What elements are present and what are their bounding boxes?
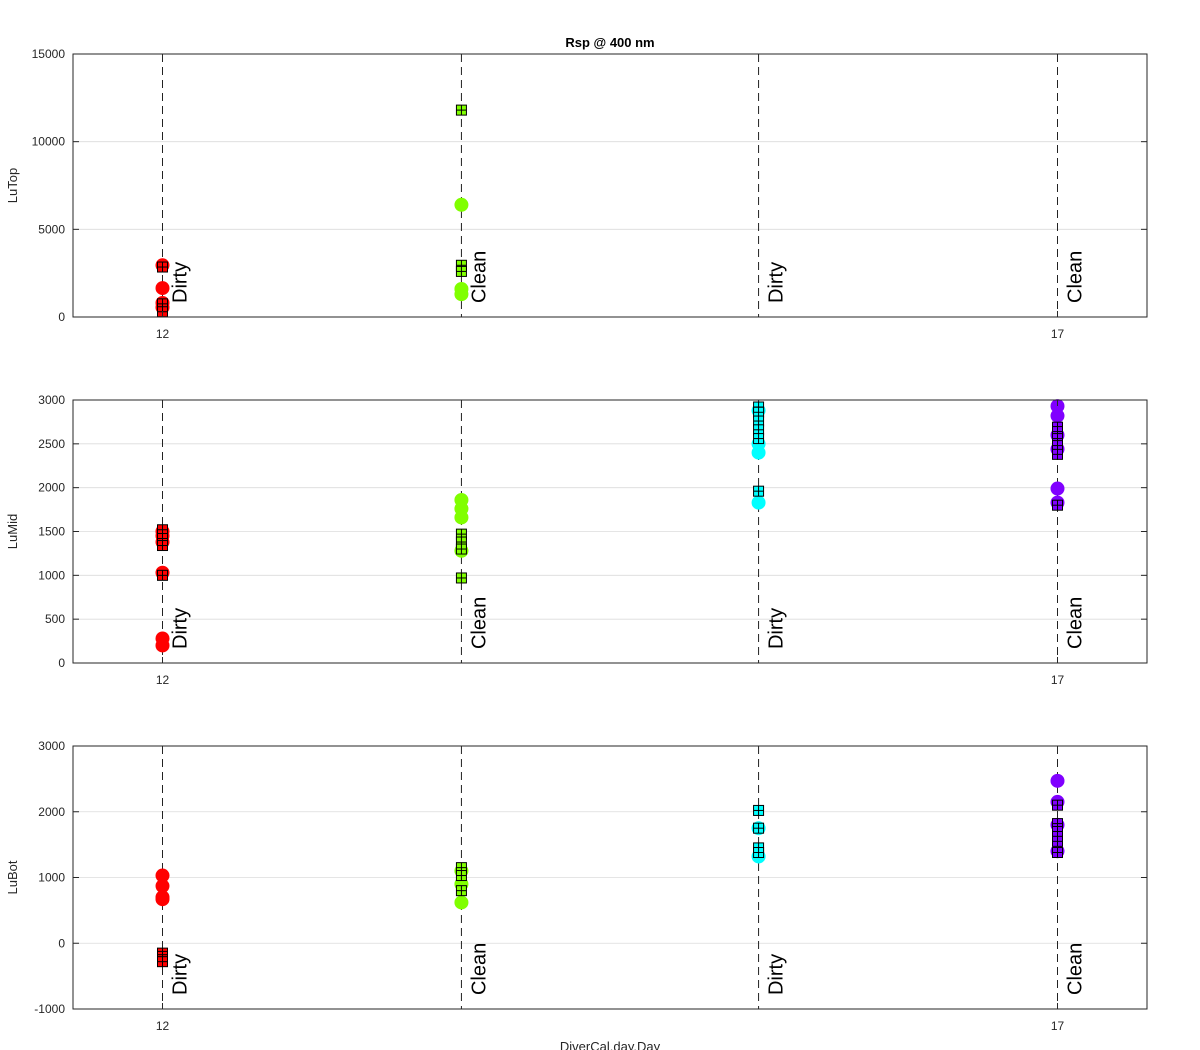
data-point-circle [1050, 408, 1065, 423]
annotation-label: Dirty [766, 262, 788, 303]
annotation-label: Dirty [766, 608, 788, 649]
series-dirty-15-squares [753, 804, 765, 859]
y-tick-label: 3000 [38, 739, 65, 753]
annotation-label: Dirty [766, 954, 788, 995]
x-tick-label: 12 [156, 673, 170, 687]
annotation-label: Clean [468, 597, 490, 649]
data-point-circle [1050, 773, 1065, 788]
y-tick-label: 0 [58, 936, 65, 950]
data-point-circle [1050, 481, 1065, 496]
series-dirty-12-squares [157, 947, 168, 968]
data-point-circle [751, 445, 766, 460]
data-point-circle [454, 197, 469, 212]
series-dirty-12-squares [157, 524, 168, 581]
y-tick-label: 1000 [38, 871, 65, 885]
y-axis-label: LuBot [5, 860, 20, 894]
y-tick-label: 0 [58, 656, 65, 670]
series-clean-circles [454, 197, 469, 302]
annotation-label: Clean [468, 251, 490, 303]
subplot-lubot: Dirty Clean Dirty Clean -1000 0 1000 2000 3000 12… [5, 739, 1148, 1033]
series-dirty-15-squares [753, 401, 765, 497]
y-tick-label: 10000 [32, 135, 66, 149]
x-tick-label: 12 [156, 327, 170, 341]
series-clean-squares [455, 528, 467, 584]
series-clean-squares [455, 862, 467, 897]
y-tick-label: 1000 [38, 568, 65, 582]
x-axis-label: DiverCal.day.Day [560, 1039, 661, 1050]
y-tick-label: 15000 [32, 47, 66, 61]
data-point-circle [454, 510, 469, 525]
x-tick-label: 17 [1051, 673, 1065, 687]
annotation-label: Clean [1065, 943, 1087, 995]
y-tick-label: 3000 [38, 393, 65, 407]
x-tick-label: 12 [156, 1019, 170, 1033]
series-clean-17-squares [1052, 799, 1063, 859]
x-tick-label: 17 [1051, 1019, 1065, 1033]
x-tick-label: 17 [1051, 327, 1065, 341]
y-tick-label: 0 [58, 310, 65, 324]
data-point-circle [155, 281, 170, 296]
annotation-label: Dirty [170, 262, 192, 303]
data-point-circle [454, 287, 469, 302]
data-point-circle [155, 892, 170, 907]
series-clean-circles [454, 492, 469, 558]
series-dirty-12-circles [155, 868, 170, 907]
y-tick-label: -1000 [34, 1002, 65, 1016]
annotation-label: Clean [468, 943, 490, 995]
y-tick-label: 1500 [38, 525, 65, 539]
data-point-circle [155, 638, 170, 653]
data-point-circle [751, 495, 766, 510]
figure-title: Rsp @ 400 nm [565, 35, 654, 50]
y-tick-label: 5000 [38, 222, 65, 236]
y-tick-label: 500 [45, 612, 65, 626]
plot-area [73, 54, 1147, 317]
series-clean-17-squares [1052, 421, 1063, 511]
subplot-lutop: Dirty Clean Dirty Clean 0 5000 10000 15000 12 17 L… [5, 47, 1148, 341]
annotation-label: Clean [1065, 251, 1087, 303]
data-point-circle [454, 895, 469, 910]
y-tick-label: 2500 [38, 437, 65, 451]
annotation-label: Clean [1065, 597, 1087, 649]
y-axis-label: LuTop [5, 168, 20, 203]
series-clean-squares [455, 104, 467, 277]
y-axis-label: LuMid [5, 514, 20, 549]
y-tick-label: 2000 [38, 481, 65, 495]
y-tick-label: 2000 [38, 805, 65, 819]
annotation-label: Dirty [170, 954, 192, 995]
subplot-lumid: Dirty Clean Dirty Clean 0 500 1000 1500 2000 2500… [5, 393, 1148, 687]
axes-box [72, 53, 1148, 318]
annotation-label: Dirty [170, 608, 192, 649]
